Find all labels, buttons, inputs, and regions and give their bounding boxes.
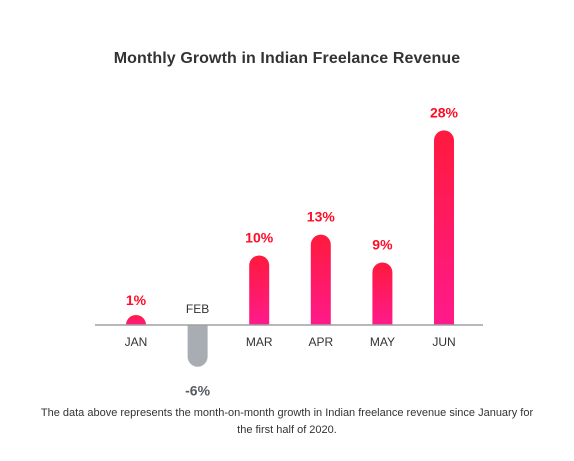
category-label-jun: JUN <box>432 335 455 349</box>
bar-jun <box>434 130 454 325</box>
data-label-mar: 10% <box>245 230 274 246</box>
chart-title: Monthly Growth in Indian Freelance Reven… <box>113 50 461 67</box>
category-label-mar: MAR <box>246 335 273 349</box>
bar-jan <box>126 315 146 325</box>
bar-apr <box>310 234 331 325</box>
bar-may <box>372 262 393 325</box>
category-label-apr: APR <box>308 335 333 349</box>
bar-mar <box>249 255 270 325</box>
category-label-may: MAY <box>370 335 395 349</box>
data-label-may: 9% <box>372 236 393 252</box>
category-label-jan: JAN <box>125 335 148 349</box>
data-label-jan: 1% <box>126 292 147 308</box>
bar-feb <box>187 325 208 367</box>
category-label-feb: FEB <box>186 302 209 316</box>
bars-layer <box>126 130 454 367</box>
chart-caption: The data above represents the month-on-m… <box>40 407 534 436</box>
data-label-jun: 28% <box>430 104 459 120</box>
labels-layer: 1% JAN -6% FEB 10% MAR 13% APR 9% MAY 28% JUN <box>125 104 459 398</box>
data-label-apr: 13% <box>307 209 336 225</box>
data-label-feb: -6% <box>185 383 210 399</box>
